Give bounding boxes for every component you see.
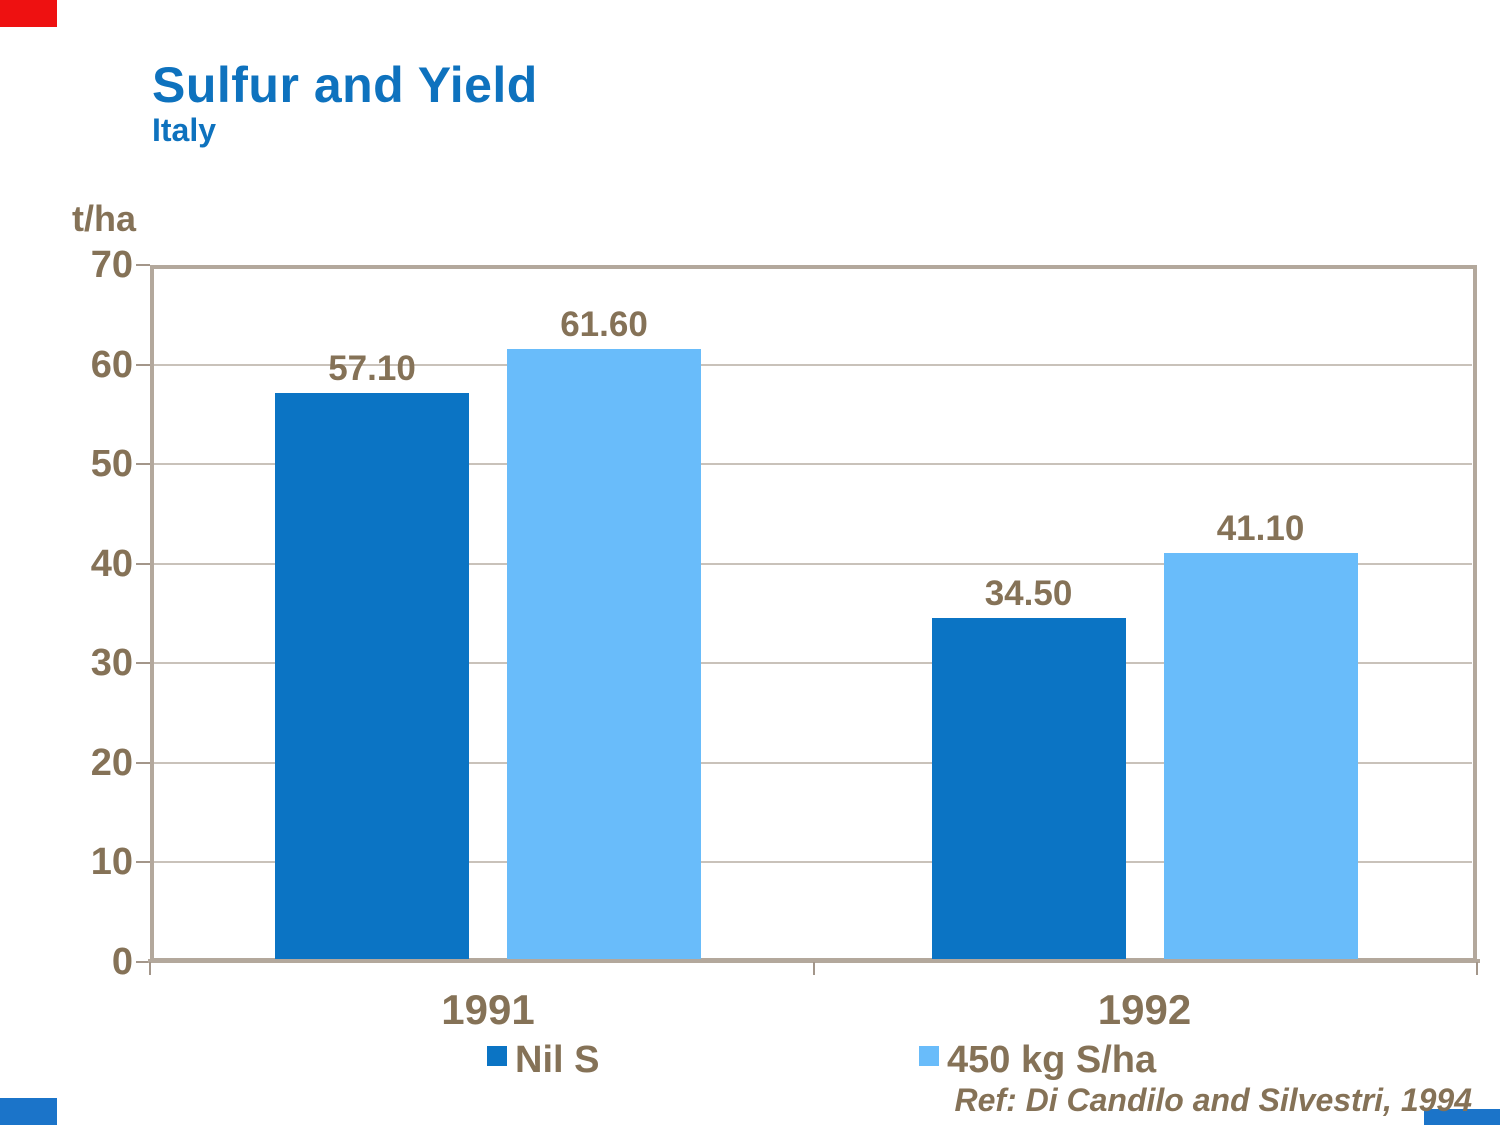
y-tickmark-60: [136, 363, 150, 366]
y-tick-label-10: 10: [90, 841, 133, 884]
bar-1991-nil-s: [275, 393, 469, 962]
bar-value-label-1992-nil-s: 34.50: [984, 574, 1073, 614]
y-tickmark-40: [136, 562, 150, 565]
bar-value-label-1992-450-kg-s-ha: 41.10: [1216, 508, 1305, 548]
gridline-20: [154, 761, 1472, 764]
legend-swatch-450-kg: [919, 1046, 939, 1066]
y-tick-label-40: 40: [90, 542, 133, 585]
x-category-label-1992: 1992: [1097, 986, 1192, 1033]
y-tickmark-10: [136, 861, 150, 864]
bar-1992-450-kg-s-ha: [1163, 552, 1358, 962]
gridline-40: [154, 562, 1472, 565]
x-tickmark-2: [1476, 962, 1478, 975]
gridline-60: [154, 363, 1472, 366]
y-tick-label-50: 50: [90, 443, 133, 486]
bar-1992-nil-s: [931, 618, 1126, 962]
x-category-label-1991: 1991: [441, 986, 535, 1033]
legend-label-450-kg: 450 kg S/ha: [947, 1039, 1157, 1081]
y-tickmark-30: [136, 662, 150, 665]
y-tickmark-0: [136, 961, 150, 963]
y-tick-label-20: 20: [90, 741, 133, 784]
gridline-30: [154, 662, 1472, 665]
corner-accent-bottom-left: [0, 1098, 57, 1125]
y-tick-label-70: 70: [90, 244, 133, 286]
y-tick-label-0: 0: [111, 941, 133, 983]
legend-item-nil-s: Nil S: [487, 1039, 600, 1081]
bar-value-label-1991-nil-s: 57.10: [328, 349, 416, 389]
y-tickmark-50: [136, 463, 150, 466]
y-tick-label-60: 60: [90, 343, 133, 386]
legend-item-450-kg: 450 kg S/ha: [919, 1039, 1157, 1081]
x-tickmark-0: [149, 962, 151, 975]
corner-accent-top-left: [0, 0, 57, 27]
x-axis-line: [148, 959, 1480, 963]
y-axis-unit-label: t/ha: [72, 198, 137, 239]
gridline-50: [154, 463, 1472, 466]
gridline-10: [154, 861, 1472, 864]
legend-swatch-nil-s: [487, 1046, 507, 1066]
x-tickmark-1: [812, 962, 815, 975]
bar-1991-450-kg-s-ha: [507, 348, 701, 962]
y-tickmark-70: [136, 264, 150, 266]
legend-label-nil-s: Nil S: [515, 1039, 600, 1081]
bar-value-label-1991-450-kg-s-ha: 61.60: [560, 304, 648, 344]
reference-citation: Ref: Di Candilo and Silvestri, 1994: [954, 1082, 1472, 1118]
chart-subtitle: Italy: [152, 112, 217, 148]
chart-title: Sulfur and Yield: [152, 57, 538, 113]
y-tickmark-20: [136, 761, 150, 764]
y-tick-label-30: 30: [90, 642, 133, 685]
corner-accent-bottom-right: [1424, 1109, 1500, 1125]
